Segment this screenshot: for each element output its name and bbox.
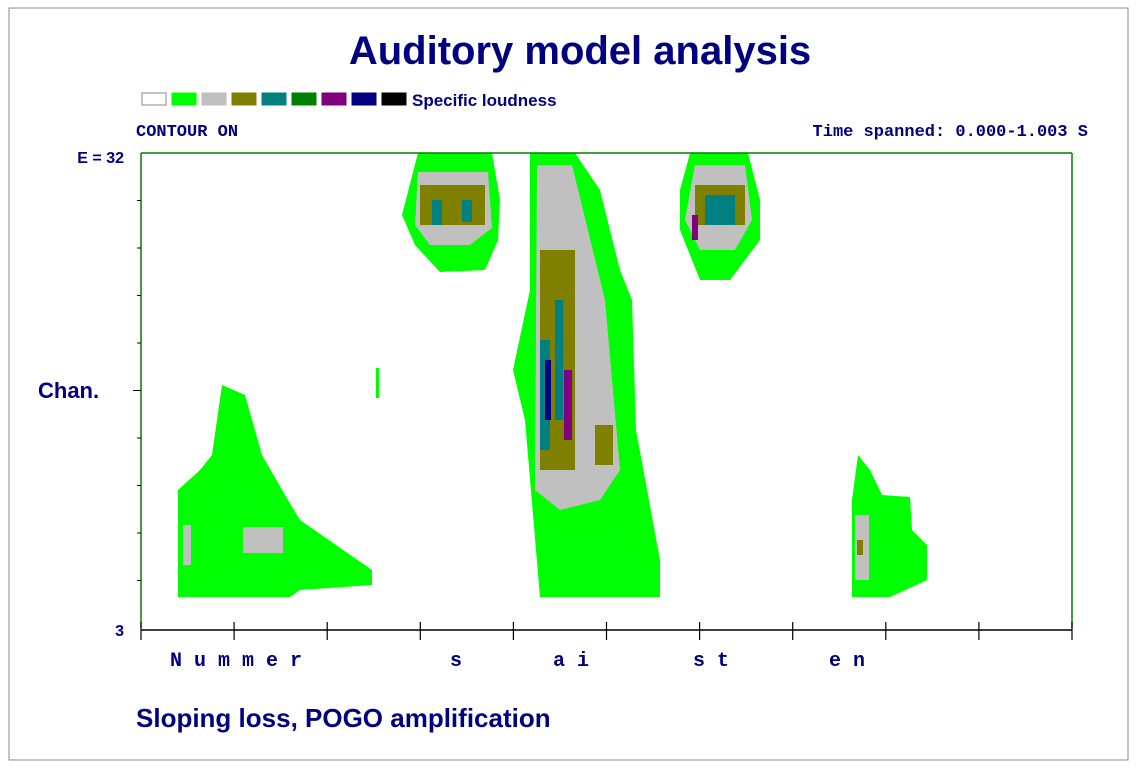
segment-label: a i bbox=[553, 650, 589, 673]
blob bbox=[462, 200, 472, 222]
y-bottom-label: 3 bbox=[115, 623, 124, 640]
blob bbox=[692, 215, 698, 240]
blob bbox=[705, 195, 735, 225]
blob bbox=[432, 200, 442, 225]
legend-swatch bbox=[261, 92, 287, 106]
contour-status: CONTOUR ON bbox=[136, 123, 238, 142]
legend-swatch bbox=[321, 92, 347, 106]
blob bbox=[178, 385, 372, 597]
blob bbox=[183, 525, 191, 565]
blob bbox=[555, 300, 563, 420]
legend-swatch bbox=[231, 92, 257, 106]
legend-swatch bbox=[381, 92, 407, 106]
y-axis-label: Chan. bbox=[38, 378, 99, 403]
caption: Sloping loss, POGO amplification bbox=[136, 703, 551, 733]
segment-label: N u m m e r bbox=[170, 650, 302, 673]
legend-swatch bbox=[141, 92, 167, 106]
blob bbox=[420, 185, 485, 225]
segment-label: e n bbox=[829, 650, 865, 673]
title: Auditory model analysis bbox=[349, 29, 811, 73]
legend-swatch bbox=[201, 92, 227, 106]
segment-label: s t bbox=[693, 650, 729, 673]
plot-frame bbox=[133, 152, 1073, 640]
blob bbox=[857, 540, 863, 555]
blob bbox=[852, 455, 927, 597]
legend-swatch bbox=[291, 92, 317, 106]
blob bbox=[243, 527, 283, 553]
blob bbox=[595, 425, 613, 465]
blob bbox=[376, 368, 379, 398]
legend-swatches bbox=[141, 92, 407, 106]
y-top-label: E = 32 bbox=[77, 150, 124, 167]
blob bbox=[545, 360, 551, 420]
spectrogram bbox=[178, 153, 927, 597]
legend-swatch bbox=[171, 92, 197, 106]
legend-label: Specific loudness bbox=[412, 91, 557, 110]
legend-swatch bbox=[351, 92, 377, 106]
blob bbox=[564, 370, 572, 440]
segment-label: s bbox=[450, 650, 462, 673]
time-status: Time spanned: 0.000-1.003 S bbox=[813, 123, 1088, 142]
